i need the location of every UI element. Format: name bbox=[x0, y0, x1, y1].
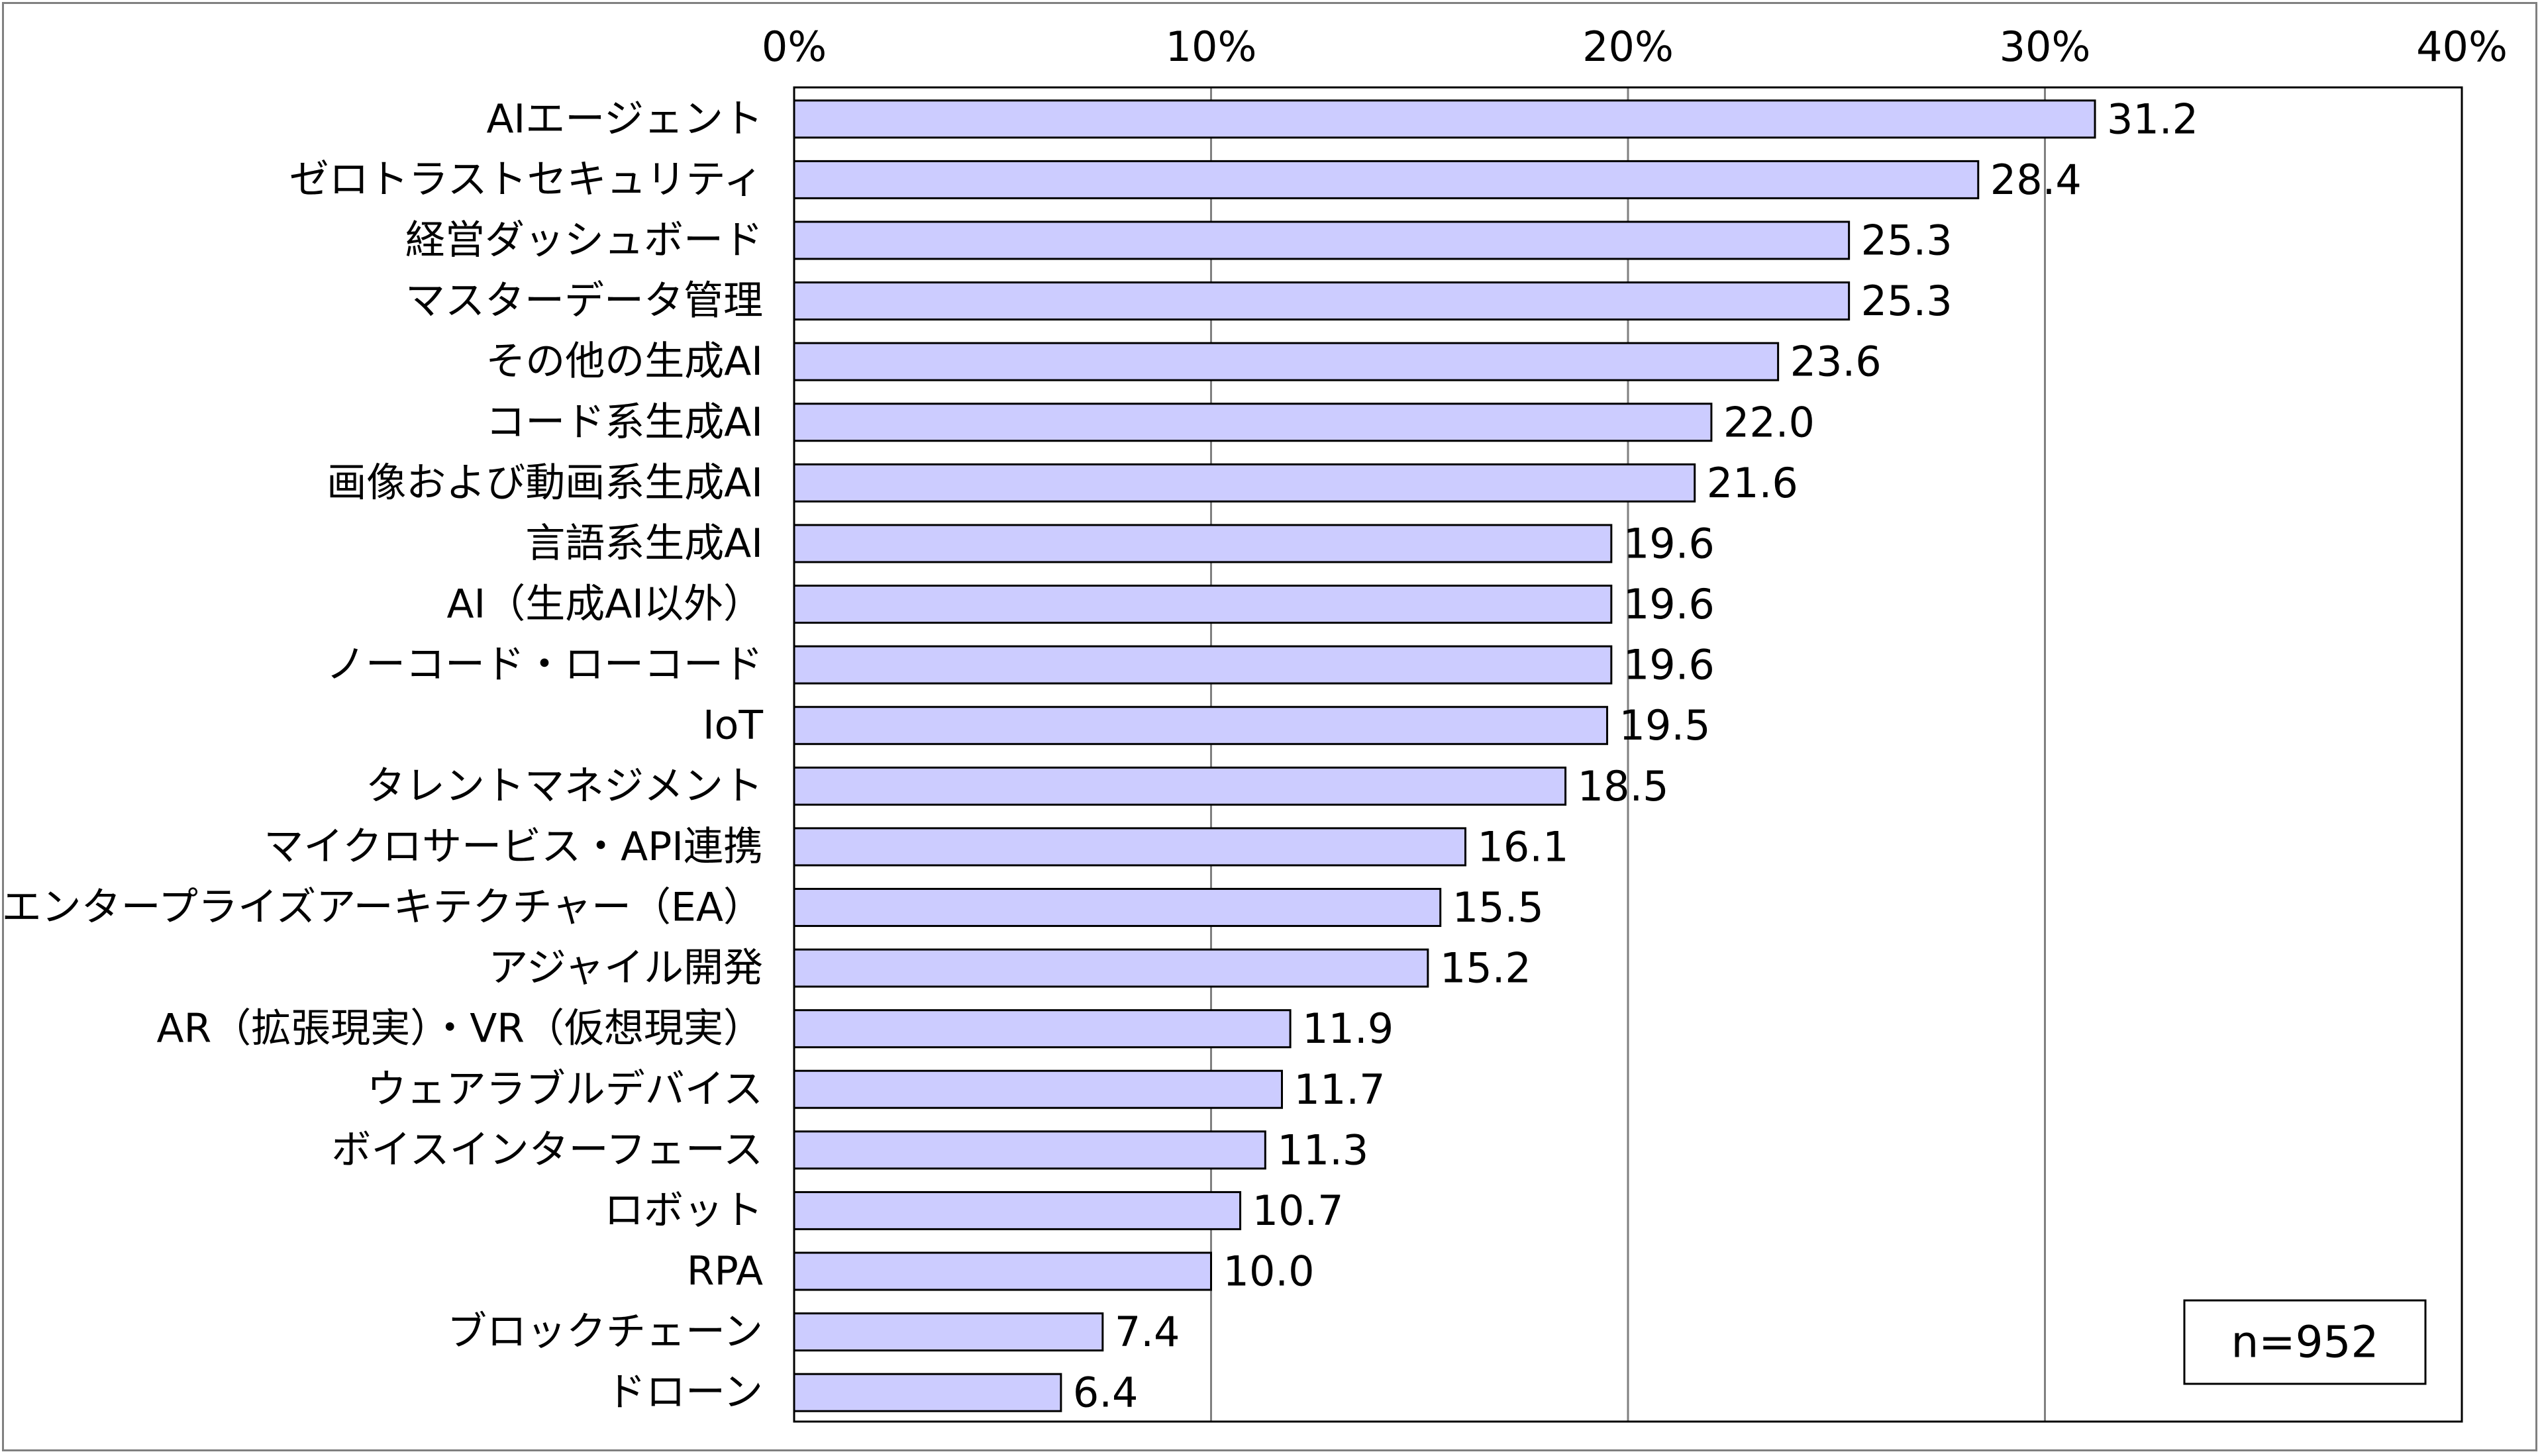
category-label: AR（拡張現実）・VR（仮想現実） bbox=[157, 1006, 763, 1052]
x-tick-label: 40% bbox=[2416, 23, 2508, 71]
x-tick-label: 10% bbox=[1166, 23, 1257, 71]
category-label: 経営ダッシュボード bbox=[405, 217, 763, 264]
value-label: 7.4 bbox=[1115, 1308, 1180, 1356]
value-label: 10.7 bbox=[1252, 1187, 1344, 1235]
bar bbox=[793, 220, 1851, 260]
bar bbox=[793, 1312, 1104, 1352]
category-label: AI（生成AI以外） bbox=[447, 581, 763, 628]
category-labels: AIエージェントゼロトラストセキュリティ経営ダッシュボードマスターデータ管理その… bbox=[2, 96, 764, 1416]
sample-size-label: n=952 bbox=[2231, 1317, 2378, 1368]
category-label: RPA bbox=[687, 1248, 763, 1294]
value-label: 19.6 bbox=[1623, 641, 1715, 689]
value-label: 19.5 bbox=[1619, 701, 1711, 750]
category-label: ドローン bbox=[606, 1369, 763, 1416]
sample-size-frame bbox=[2183, 1299, 2427, 1385]
category-label: ゼロトラストセキュリティ bbox=[289, 156, 763, 203]
category-label: アジャイル開発 bbox=[488, 945, 763, 991]
plot-area-border bbox=[793, 86, 2463, 1423]
category-label: その他の生成AI bbox=[485, 338, 763, 385]
bar bbox=[793, 706, 1609, 746]
category-label: エンタープライズアーキテクチャー（EA） bbox=[2, 884, 763, 930]
bar bbox=[793, 463, 1696, 503]
value-label: 10.0 bbox=[1223, 1247, 1315, 1296]
bars bbox=[793, 99, 2096, 1412]
bar bbox=[793, 948, 1429, 988]
bar bbox=[793, 342, 1780, 381]
bar bbox=[793, 585, 1613, 624]
x-tick-label: 20% bbox=[1582, 23, 1674, 71]
category-label: 言語系生成AI bbox=[525, 520, 763, 567]
value-label: 11.9 bbox=[1302, 1004, 1394, 1053]
value-label: 11.7 bbox=[1294, 1065, 1386, 1114]
value-label: 28.4 bbox=[1990, 156, 2082, 204]
category-label: AIエージェント bbox=[486, 96, 763, 142]
value-label: 19.6 bbox=[1623, 519, 1715, 567]
bar bbox=[793, 887, 1442, 927]
x-tick-label: 0% bbox=[762, 23, 827, 71]
value-label: 23.6 bbox=[1790, 338, 1882, 386]
category-label: タレントマネジメント bbox=[366, 763, 763, 809]
bar bbox=[793, 645, 1613, 685]
category-label: ロボット bbox=[604, 1187, 763, 1234]
category-label: コード系生成AI bbox=[485, 399, 763, 446]
x-axis-ticks: 0% 10% 20% 30% 40% bbox=[762, 23, 2508, 71]
value-label: 21.6 bbox=[1707, 459, 1798, 507]
category-label: ボイスインターフェース bbox=[331, 1127, 763, 1173]
category-label: マスターデータ管理 bbox=[405, 278, 763, 324]
value-label: 19.6 bbox=[1623, 580, 1715, 628]
bar bbox=[793, 827, 1466, 867]
value-label: 15.2 bbox=[1440, 944, 1531, 993]
bar bbox=[793, 1009, 1292, 1049]
bar bbox=[793, 766, 1567, 806]
category-label: ウェアラブルデバイス bbox=[367, 1066, 763, 1112]
value-label: 16.1 bbox=[1477, 822, 1568, 871]
bar bbox=[793, 99, 2096, 139]
bar bbox=[793, 1130, 1266, 1170]
category-label: ブロックチェーン bbox=[447, 1309, 763, 1355]
value-label: 6.4 bbox=[1073, 1369, 1139, 1417]
value-labels: 31.2 28.4 25.3 25.3 23.6 22.0 21.6 19.6 19.6 19.6… bbox=[1073, 95, 2198, 1416]
bar bbox=[793, 403, 1713, 442]
sample-size-box: n=952 bbox=[2183, 1299, 2427, 1385]
value-label: 11.3 bbox=[1277, 1126, 1368, 1174]
category-label: IoT bbox=[703, 703, 763, 749]
bar bbox=[793, 524, 1613, 563]
value-label: 31.2 bbox=[2107, 95, 2198, 143]
bar bbox=[793, 1373, 1062, 1412]
category-label: マイクロサービス・API連携 bbox=[264, 824, 763, 870]
value-label: 22.0 bbox=[1723, 398, 1815, 446]
bar bbox=[793, 1069, 1284, 1109]
bar bbox=[793, 1190, 1242, 1230]
category-label: 画像および動画系生成AI bbox=[327, 460, 763, 506]
value-label: 18.5 bbox=[1578, 762, 1669, 810]
value-label: 25.3 bbox=[1861, 277, 1953, 325]
bar bbox=[793, 160, 1980, 199]
bar bbox=[793, 281, 1851, 321]
value-label: 15.5 bbox=[1452, 883, 1544, 932]
value-label: 25.3 bbox=[1861, 216, 1953, 264]
category-label: ノーコード・ローコード bbox=[326, 642, 763, 688]
x-tick-label: 30% bbox=[2000, 23, 2091, 71]
bar bbox=[793, 1251, 1212, 1291]
